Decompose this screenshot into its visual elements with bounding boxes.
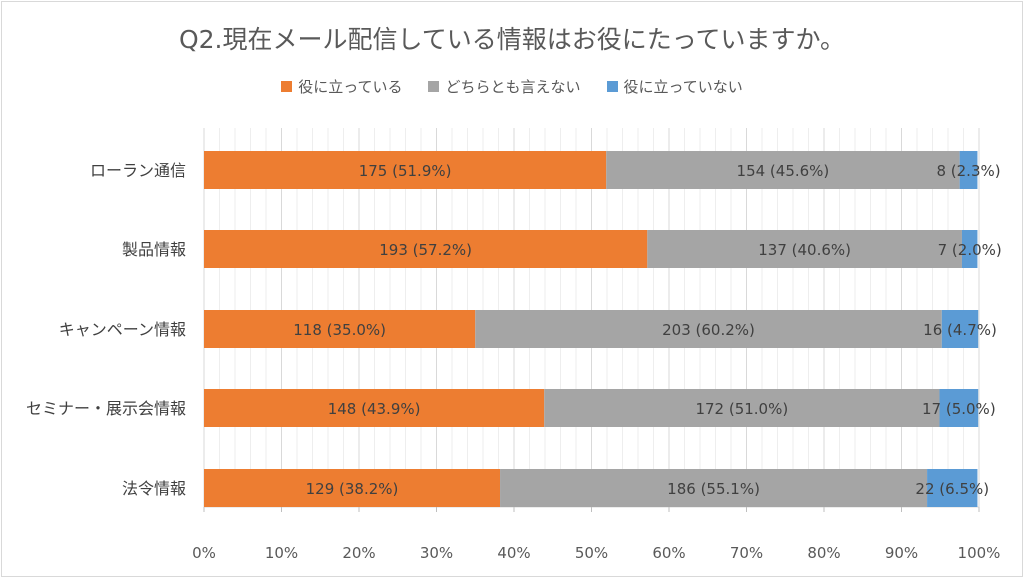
legend-swatch [606,81,618,92]
category-label: 法令情報 [122,479,186,498]
bar-segment [544,389,940,427]
bar-segment [941,310,979,348]
x-tick-label: 0% [192,544,216,562]
x-tick-label: 80% [807,544,840,562]
x-tick-label: 20% [342,544,375,562]
x-tick-label: 70% [730,544,763,562]
legend-item: どちらとも言えない [428,76,581,97]
legend-swatch [281,81,293,92]
chart-legend: 役に立っている どちらとも言えない 役に立っていない [0,76,1024,97]
category-label: 製品情報 [122,240,186,259]
legend-label: どちらとも言えない [445,78,581,96]
bar-segment [204,230,648,268]
bar-segment [939,389,979,427]
data-label: 22 (6.5%) [915,480,989,498]
bar-segment [204,469,501,507]
data-label: 8 (2.3%) [936,162,1000,180]
x-tick-label: 100% [958,544,1001,562]
legend-swatch [428,81,440,92]
bar-segment [475,310,942,348]
data-label: 129 (38.2%) [306,480,399,498]
category-label: セミナー・展示会情報 [26,399,186,418]
bar-segment [927,469,978,507]
category-label: キャンペーン情報 [59,320,186,339]
legend-label: 役に立っていない [623,78,743,96]
x-tick-label: 50% [575,544,608,562]
chart-title: Q2.現在メール配信している情報はお役にたっていますか。 [178,25,846,54]
legend-item: 役に立っている [281,76,402,97]
bar-segment [500,469,928,507]
data-label: 17 (5.0%) [922,400,996,418]
bar-segment [647,230,962,268]
legend-item: 役に立っていない [606,76,743,97]
data-label: 186 (55.1%) [667,480,760,498]
data-label: 16 (4.7%) [923,321,997,339]
data-label: 175 (51.9%) [359,162,452,180]
data-label: 148 (43.9%) [328,400,421,418]
data-label: 7 (2.0%) [938,241,1002,259]
x-tick-label: 40% [497,544,530,562]
data-label: 203 (60.2%) [662,321,755,339]
x-tick-label: 30% [420,544,453,562]
data-label: 172 (51.0%) [695,400,788,418]
legend-label: 役に立っている [298,78,403,96]
data-label: 118 (35.0%) [293,321,386,339]
x-tick-label: 90% [885,544,918,562]
bar-segment [606,151,960,189]
bar-segment [204,151,607,189]
bar-segment [959,151,978,189]
data-label: 193 (57.2%) [379,241,472,259]
bar-segment [204,389,545,427]
category-label: ローラン通信 [90,161,186,180]
x-tick-label: 10% [265,544,298,562]
x-tick-label: 60% [652,544,685,562]
data-label: 137 (40.6%) [758,241,851,259]
data-label: 154 (45.6%) [737,162,830,180]
bar-segment [961,230,978,268]
bar-segment [204,310,476,348]
